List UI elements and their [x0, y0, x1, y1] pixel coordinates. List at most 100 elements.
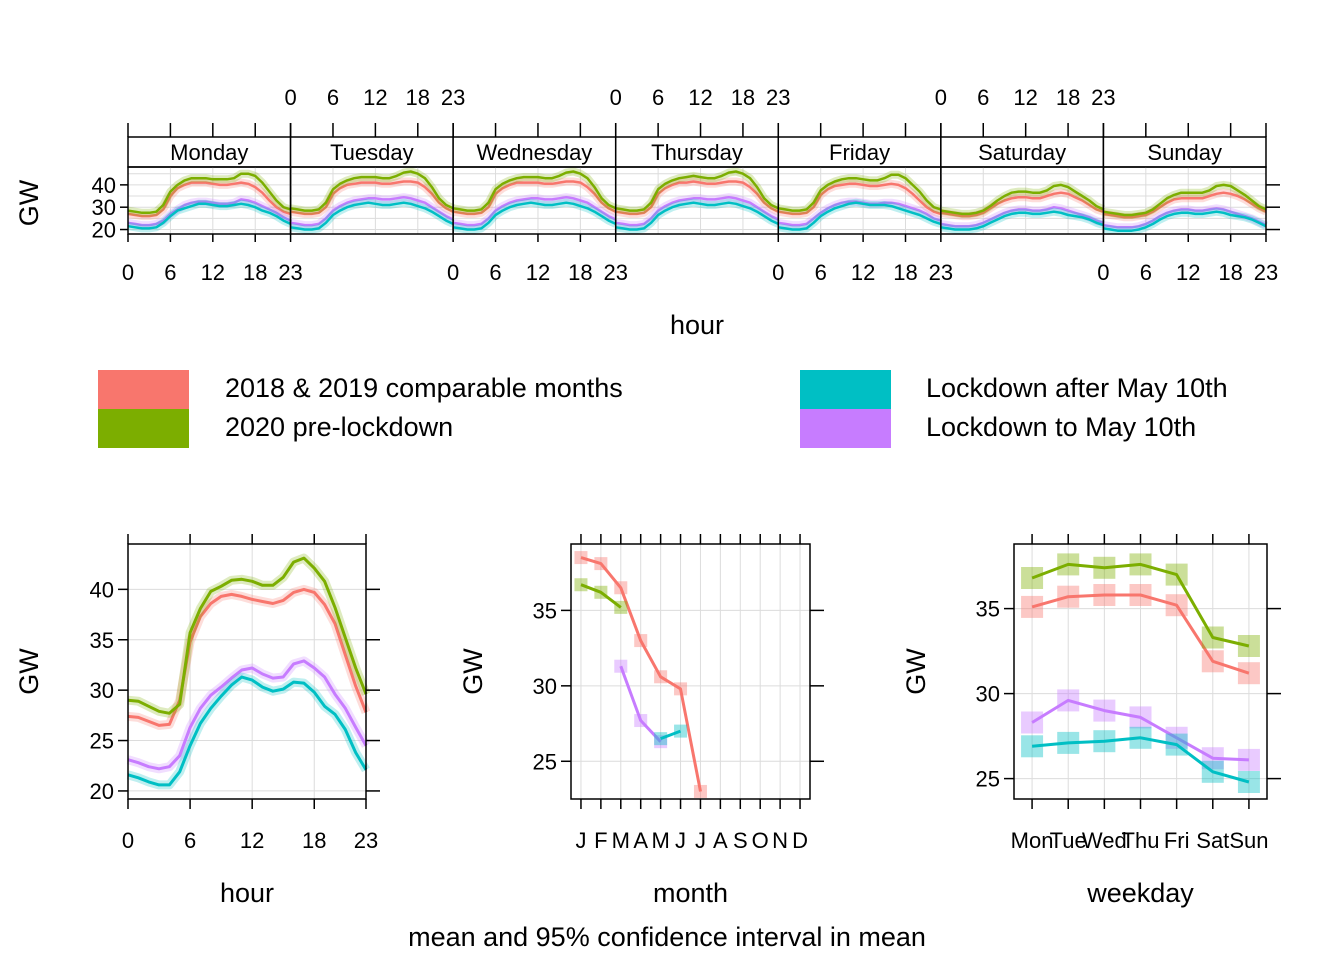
y-tick-label: 35 — [90, 628, 114, 653]
y-axis-label: GW — [14, 648, 44, 695]
x-tick-label: Sun — [1229, 828, 1268, 853]
x-tick-label: 12 — [526, 260, 550, 285]
strip-thursday — [614, 136, 780, 168]
x-tick-label-top: 6 — [652, 85, 664, 110]
strip-monday — [127, 136, 292, 168]
y-tick-label: 30 — [90, 678, 114, 703]
strip-label-tuesday: Tuesday — [330, 140, 414, 165]
y-tick-label: 25 — [533, 749, 557, 774]
legend-swatch-comparable — [98, 370, 189, 409]
x-tick-label: S — [733, 828, 748, 853]
x-tick-label: 0 — [122, 260, 134, 285]
series-line-lockto — [127, 659, 368, 771]
series-line-prelock-monday — [127, 172, 291, 215]
ci-marker-lockafter — [1021, 735, 1044, 758]
x-tick-label: 0 — [772, 260, 784, 285]
x-axis-label: weekday — [1086, 878, 1194, 908]
x-tick-label-top: 6 — [327, 85, 339, 110]
strip-label-saturday: Saturday — [978, 140, 1066, 165]
x-tick-label: Wed — [1082, 828, 1127, 853]
strip-saturday — [940, 136, 1105, 168]
strip-wednesday — [452, 136, 617, 168]
x-tick-label: 23 — [603, 260, 627, 285]
x-axis-label: hour — [220, 878, 274, 908]
series-line-comparable-wednesday — [452, 180, 617, 216]
ci-band-comparable — [127, 584, 371, 730]
series-line-prelock — [127, 556, 368, 715]
x-tick-label: 23 — [278, 260, 302, 285]
series-line-prelock-wednesday — [452, 170, 617, 212]
series-line-prelock-saturday — [940, 183, 1104, 216]
panel-frame-sunday — [1102, 166, 1267, 235]
legend-label-comparable: 2018 & 2019 comparable months — [225, 373, 623, 403]
x-tick-label-top: 12 — [688, 85, 712, 110]
strip-label-monday: Monday — [170, 140, 248, 165]
strip-label-friday: Friday — [829, 140, 890, 165]
ci-marker-comparable — [1021, 595, 1044, 618]
y-tick-label: 30 — [92, 195, 116, 220]
series-line-lockafter-friday — [778, 201, 942, 231]
series-line-prelock-sunday — [1103, 183, 1267, 217]
x-tick-label: 18 — [1218, 260, 1242, 285]
x-tick-label: Fri — [1164, 828, 1190, 853]
legend-swatch-prelock — [98, 409, 189, 448]
legend-label-prelock: 2020 pre-lockdown — [225, 412, 453, 442]
x-tick-label: 18 — [893, 260, 917, 285]
series-line-lockto — [619, 665, 662, 743]
y-tick-label: 25 — [90, 729, 114, 754]
ci-marker-comparable — [574, 551, 588, 565]
ci-marker-lockafter — [1237, 771, 1260, 793]
x-tick-label: Thu — [1122, 828, 1160, 853]
x-tick-label: 12 — [201, 260, 225, 285]
x-tick-label-top: 0 — [284, 85, 296, 110]
x-tick-label: F — [594, 828, 607, 853]
y-axis-label: GW — [458, 648, 488, 695]
series-line-comparable — [1031, 593, 1250, 675]
series-line-comparable-tuesday — [290, 180, 454, 216]
x-tick-label: 0 — [122, 828, 134, 853]
x-tick-label: Tue — [1050, 828, 1087, 853]
series-line-lockto-sunday — [1103, 207, 1267, 229]
y-tick-label: 20 — [92, 218, 116, 243]
strip-label-thursday: Thursday — [651, 140, 743, 165]
x-tick-label: A — [633, 828, 648, 853]
ci-marker-prelock — [574, 578, 588, 592]
strip-friday — [777, 136, 942, 168]
x-tick-label: 23 — [929, 260, 953, 285]
legend: 2018 & 2019 comparable months 2020 pre-lo… — [98, 370, 1228, 448]
y-tick-label: 40 — [92, 173, 116, 198]
x-tick-label: 6 — [164, 260, 176, 285]
series-line-lockto-saturday — [940, 205, 1104, 228]
x-tick-label: 6 — [489, 260, 501, 285]
series-line-lockafter-wednesday — [452, 201, 617, 231]
x-tick-label: 0 — [447, 260, 459, 285]
series-line-lockto — [1031, 698, 1249, 762]
series-line-prelock — [580, 583, 622, 609]
x-tick-label-top: 18 — [406, 85, 430, 110]
x-axis-label: hour — [670, 310, 724, 340]
series-line-lockafter-monday — [127, 202, 292, 230]
series-line-comparable-monday — [127, 181, 291, 218]
x-tick-label-top: 12 — [1013, 85, 1037, 110]
strip-label-wednesday: Wednesday — [477, 140, 593, 165]
x-tick-label-top: 0 — [610, 85, 622, 110]
series-line-comparable-sunday — [1103, 191, 1267, 219]
x-axis-label: month — [653, 878, 728, 908]
weekly-lattice-chart: Monday 0 6 12 18 23 Tuesday 0 6 12 18 23 Wednesday 0 6… — [14, 85, 1280, 340]
series-line-prelock-friday — [778, 173, 942, 212]
x-tick-label: J — [575, 828, 586, 853]
x-tick-label: 23 — [354, 828, 378, 853]
x-tick-label: 18 — [568, 260, 592, 285]
panel-frame — [127, 543, 367, 800]
series-line-lockto-thursday — [615, 195, 779, 227]
series-line-lockto-monday — [127, 198, 292, 227]
x-tick-label-top: 18 — [1056, 85, 1080, 110]
legend-swatch-lockto — [800, 409, 891, 448]
x-tick-label: Mon — [1011, 828, 1054, 853]
series-line-comparable-thursday — [615, 180, 779, 216]
grid — [571, 544, 810, 799]
series-line-prelock-thursday — [615, 170, 779, 212]
series-line-comparable — [580, 556, 702, 792]
